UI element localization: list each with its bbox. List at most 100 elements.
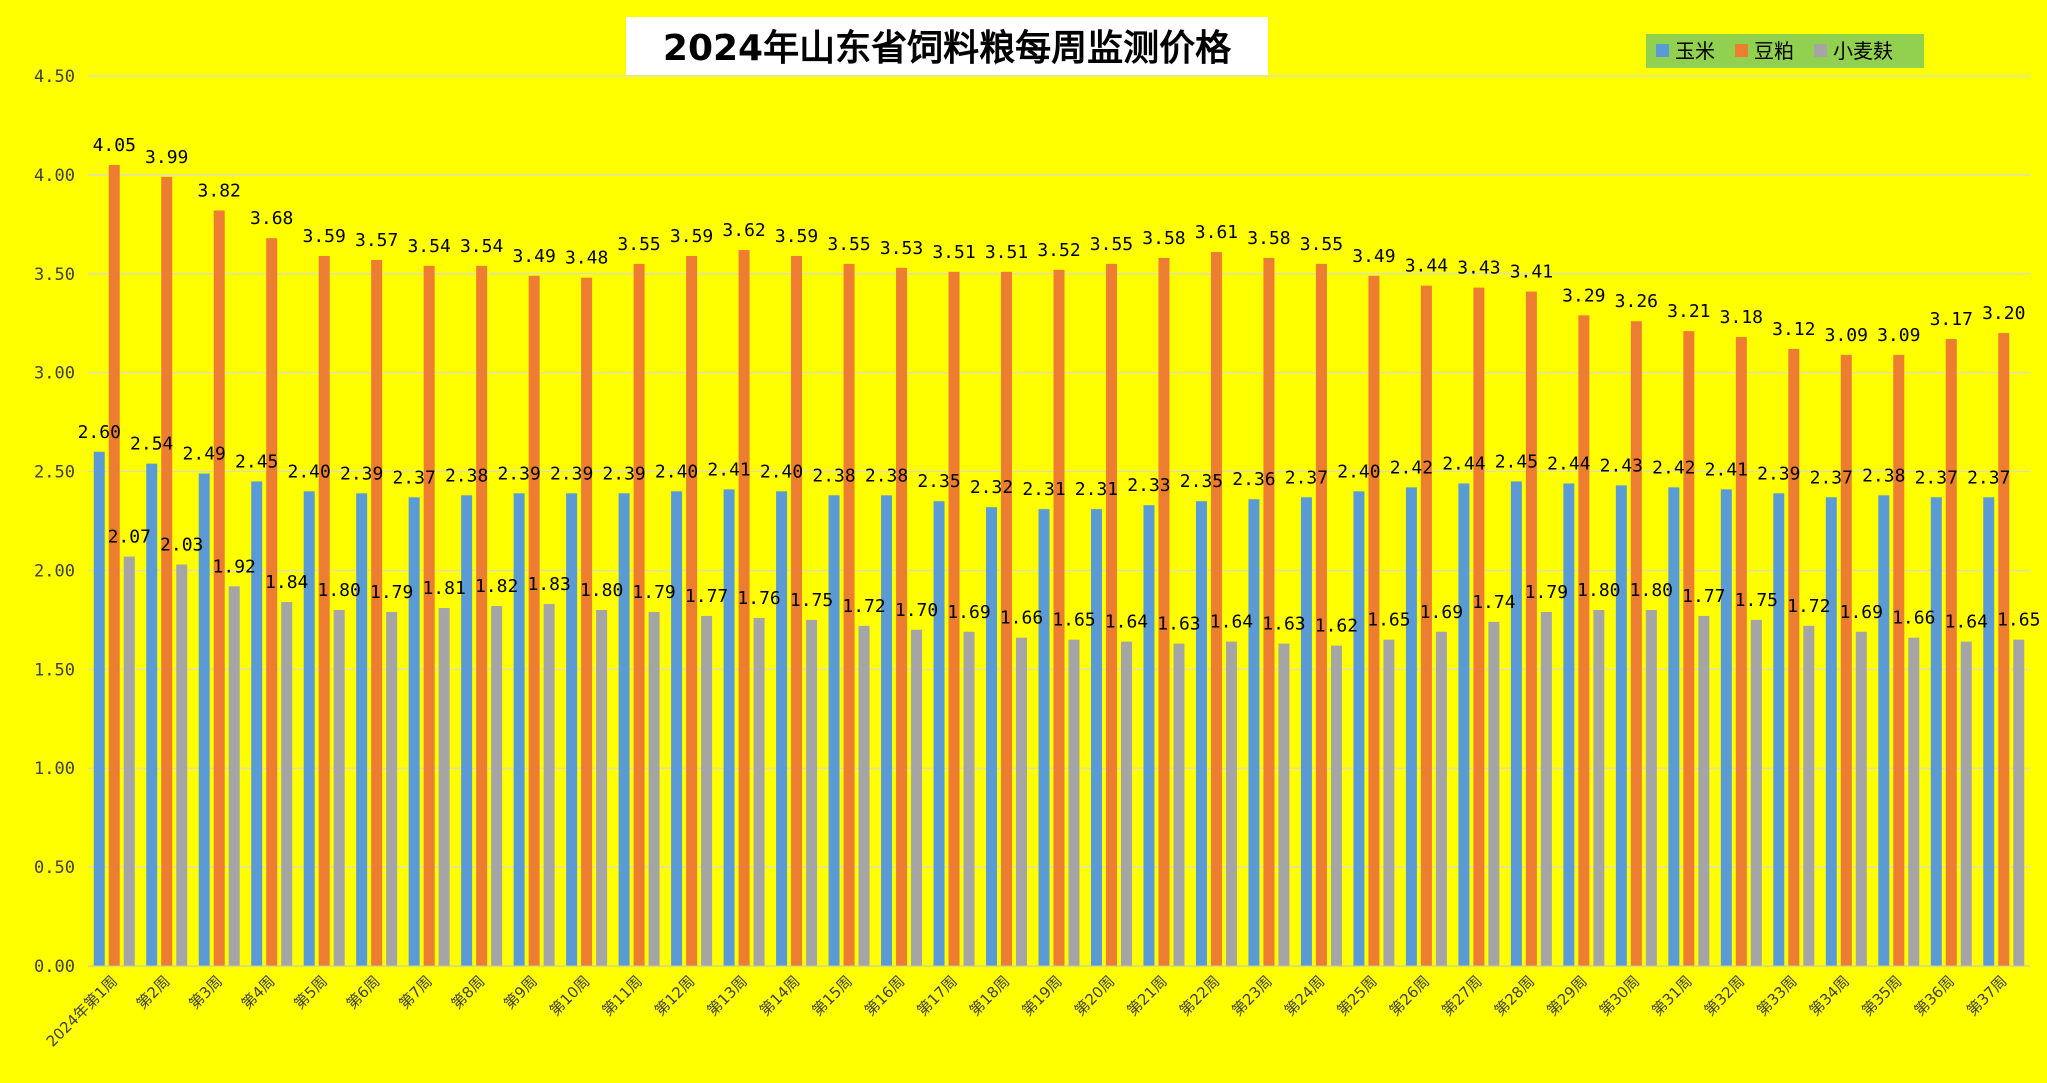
- legend-label: 玉米: [1675, 39, 1715, 63]
- data-label: 3.48: [565, 248, 608, 269]
- bar-玉米: [251, 481, 263, 966]
- bar-小麦麸: [963, 631, 975, 966]
- bar-豆粕: [1683, 331, 1695, 967]
- x-tick-label: 第19周: [1018, 972, 1065, 1019]
- data-label: 3.82: [198, 180, 241, 201]
- bar-小麦麸: [1383, 639, 1395, 966]
- data-label: 1.65: [1052, 610, 1095, 631]
- x-tick-label: 第31周: [1648, 972, 1695, 1019]
- data-label: 3.59: [670, 226, 713, 247]
- bar-小麦麸: [1593, 610, 1605, 966]
- data-label: 3.55: [1300, 234, 1343, 255]
- bar-豆粕: [1893, 354, 1905, 966]
- data-label: 1.69: [1420, 602, 1463, 623]
- bar-豆粕: [1053, 269, 1065, 966]
- bar-玉米: [1300, 497, 1312, 966]
- data-label: 2.54: [130, 434, 173, 455]
- bar-豆粕: [1315, 263, 1327, 966]
- x-tick-label: 第7周: [395, 972, 436, 1013]
- x-tick-label: 第14周: [756, 972, 803, 1019]
- data-label: 3.58: [1247, 228, 1290, 249]
- bar-豆粕: [423, 265, 435, 966]
- x-tick-label: 第8周: [448, 972, 489, 1013]
- y-axis-ticks: 0.00 0.50 1.00 1.50 2.00 2.50 3.00 3.50 4.00 4.50: [34, 67, 75, 977]
- legend-background: [1646, 34, 1924, 68]
- data-label: 2.37: [1810, 467, 1853, 488]
- data-label: 1.80: [1630, 580, 1673, 601]
- data-label: 2.36: [1232, 469, 1275, 490]
- x-tick-label: 第12周: [651, 972, 698, 1019]
- bar-豆粕: [476, 265, 488, 966]
- data-label: 2.45: [1495, 451, 1538, 472]
- x-tick-label: 第17周: [913, 972, 960, 1019]
- data-label: 3.49: [512, 246, 555, 267]
- y-tick-label: 2.00: [34, 561, 75, 581]
- bar-豆粕: [1420, 285, 1432, 967]
- bar-玉米: [1038, 509, 1050, 966]
- data-labels: 2.60 4.05 2.07 2.54 3.99 2.03 2.49 3.82 1.92 2.45…: [78, 135, 2041, 637]
- data-label: 1.69: [947, 602, 990, 623]
- x-tick-label: 第11周: [598, 972, 645, 1019]
- data-label: 1.82: [475, 576, 518, 597]
- data-label: 2.41: [707, 459, 750, 480]
- bar-小麦麸: [648, 611, 660, 966]
- bar-小麦麸: [1645, 610, 1657, 966]
- y-tick-label: 1.50: [34, 660, 75, 680]
- bar-豆粕: [1735, 337, 1747, 967]
- data-label: 2.39: [1757, 463, 1800, 484]
- data-label: 2.38: [812, 465, 855, 486]
- x-tick-label: 第27周: [1438, 972, 1485, 1019]
- bar-小麦麸: [1750, 619, 1762, 966]
- data-label: 1.63: [1262, 614, 1305, 635]
- bar-豆粕: [1158, 257, 1170, 966]
- bar-小麦麸: [333, 610, 345, 966]
- data-label: 1.66: [1892, 608, 1935, 629]
- bar-豆粕: [633, 263, 645, 966]
- x-tick-label: 第33周: [1753, 972, 1800, 1019]
- x-tick-label: 第37周: [1963, 972, 2010, 1019]
- bars: [93, 165, 2025, 967]
- data-label: 3.54: [407, 236, 450, 257]
- bar-小麦麸: [1330, 645, 1342, 966]
- x-tick-label: 第20周: [1071, 972, 1118, 1019]
- data-label: 3.20: [1982, 303, 2025, 324]
- data-label: 3.53: [880, 238, 923, 259]
- data-label: 3.26: [1615, 291, 1658, 312]
- x-tick-label: 第9周: [500, 972, 541, 1013]
- bar-小麦麸: [1488, 621, 1500, 966]
- legend-label: 豆粕: [1754, 39, 1794, 63]
- data-label: 1.64: [1945, 612, 1988, 633]
- bar-豆粕: [161, 176, 173, 966]
- x-tick-label: 第28周: [1491, 972, 1538, 1019]
- data-label: 2.37: [1915, 467, 1958, 488]
- data-label: 2.49: [183, 444, 226, 465]
- data-label: 1.63: [1157, 614, 1200, 635]
- data-label: 3.21: [1667, 301, 1710, 322]
- data-label: 2.39: [602, 463, 645, 484]
- bar-小麦麸: [176, 564, 188, 966]
- data-label: 1.79: [1525, 582, 1568, 603]
- bar-豆粕: [1578, 315, 1590, 966]
- bar-小麦麸: [1908, 637, 1920, 966]
- data-label: 2.39: [550, 463, 593, 484]
- bar-玉米: [671, 491, 683, 966]
- data-label: 1.84: [265, 572, 308, 593]
- data-label: 1.80: [580, 580, 623, 601]
- bar-玉米: [1930, 497, 1942, 966]
- bar-玉米: [566, 493, 578, 966]
- legend-label: 小麦麸: [1833, 39, 1893, 63]
- bar-小麦麸: [1803, 625, 1815, 966]
- x-tick-label: 第4周: [238, 972, 279, 1013]
- bar-小麦麸: [1855, 631, 1867, 966]
- data-label: 1.62: [1315, 616, 1358, 637]
- bar-豆粕: [738, 250, 750, 967]
- x-tick-label: 第16周: [861, 972, 908, 1019]
- bar-玉米: [1563, 483, 1575, 966]
- data-label: 3.44: [1405, 256, 1448, 277]
- legend-swatch: [1656, 44, 1669, 57]
- bar-小麦麸: [858, 625, 870, 966]
- legend-swatch: [1735, 44, 1748, 57]
- bar-豆粕: [108, 165, 120, 966]
- bar-玉米: [1510, 481, 1522, 966]
